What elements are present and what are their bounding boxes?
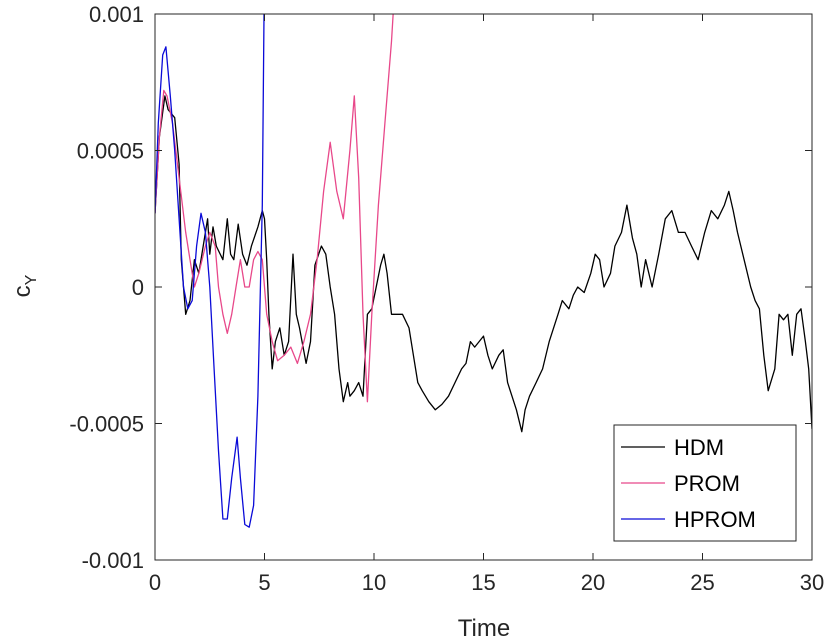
- legend: HDM PROM HPROM: [613, 424, 797, 542]
- series-line-hdm: [155, 95, 812, 433]
- x-tick-label: 25: [690, 570, 714, 595]
- svg-text:cY: cY: [9, 274, 40, 297]
- series-line-prom: [155, 14, 394, 403]
- legend-label-prom: PROM: [674, 471, 740, 496]
- y-axis-label-subscript: Y: [23, 274, 40, 285]
- x-axis-label: Time: [458, 615, 510, 640]
- x-tick-label: 30: [800, 570, 824, 595]
- y-tick-label: 0.0005: [77, 139, 144, 164]
- y-tick-label: 0.001: [89, 2, 144, 27]
- legend-label-hdm: HDM: [674, 435, 724, 460]
- y-axis-label: cY: [9, 274, 40, 297]
- x-tick-label: 15: [471, 570, 495, 595]
- ticks-layer: [154, 13, 813, 561]
- x-tick-label: 10: [362, 570, 386, 595]
- tick-labels: 0 5 10 15 20 25 30 -0.001 -0.0005 0 0.0005 0.001: [69, 2, 824, 595]
- series-line-hprom: [155, 14, 265, 528]
- y-axis-label-main: c: [9, 285, 36, 297]
- y-tick-label: -0.0005: [69, 412, 144, 437]
- y-tick-label: 0: [132, 275, 144, 300]
- x-tick-label: 5: [258, 570, 270, 595]
- series-layer: [155, 14, 812, 528]
- y-tick-label: -0.001: [82, 548, 144, 573]
- x-tick-label: 20: [581, 570, 605, 595]
- legend-label-hprom: HPROM: [674, 507, 756, 532]
- x-tick-label: 0: [149, 570, 161, 595]
